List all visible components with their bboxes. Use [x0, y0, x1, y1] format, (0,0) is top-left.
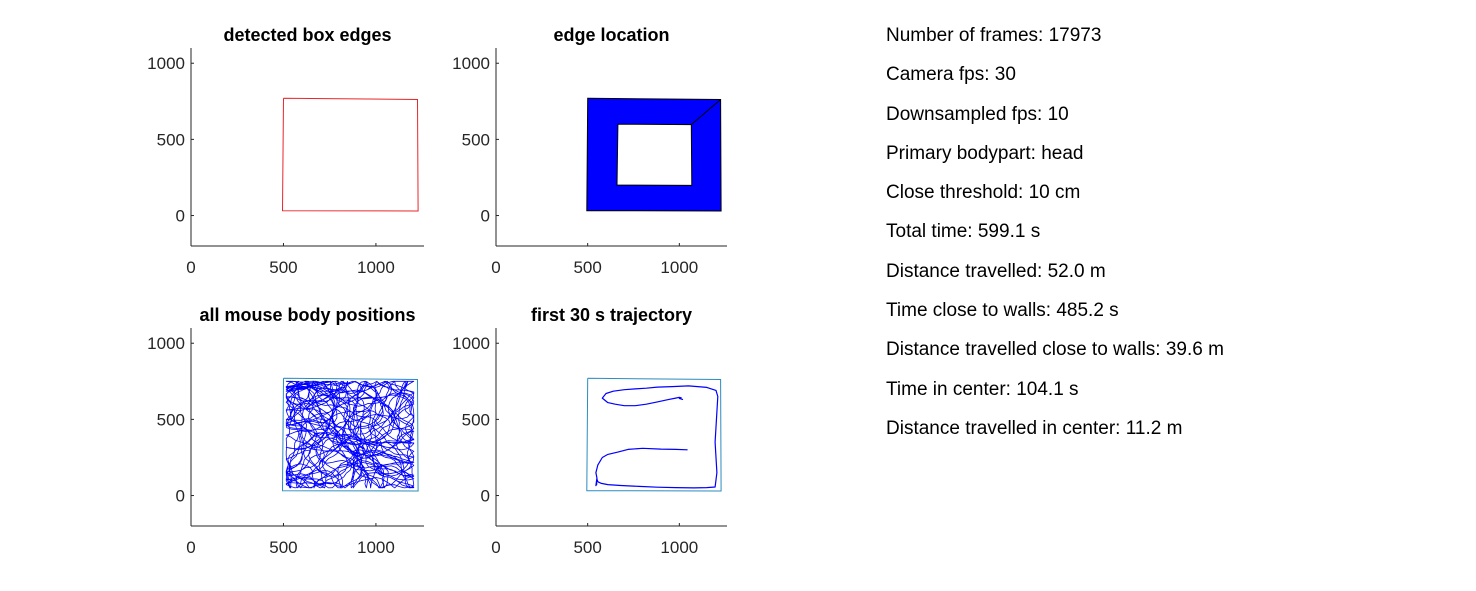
x-tick-label: 500: [269, 258, 297, 277]
y-tick-label: 0: [176, 487, 185, 506]
y-tick-label: 500: [462, 130, 490, 149]
stat-distance: Distance travelled: 52.0 m: [886, 260, 1106, 282]
body-positions-trace: [285, 380, 415, 489]
panel-title: edge location: [553, 25, 669, 45]
x-tick-label: 1000: [660, 258, 698, 277]
stat-bodypart: Primary bodypart: head: [886, 142, 1084, 164]
box-edge-line: [281, 97, 419, 212]
y-tick-label: 0: [176, 207, 185, 226]
x-tick-label: 500: [573, 258, 601, 277]
panel-all-body-positions: 0 500 1000 0 500 1000 all mouse body positions: [147, 305, 424, 557]
y-tick-label: 0: [481, 207, 490, 226]
x-tick-label: 0: [491, 258, 500, 277]
stat-distance-center: Distance travelled in center: 11.2 m: [886, 417, 1183, 439]
x-tick-label: 1000: [357, 538, 395, 557]
y-tick-label: 500: [462, 410, 490, 429]
stat-downsampled-fps: Downsampled fps: 10: [886, 103, 1069, 125]
x-tick-label: 500: [269, 538, 297, 557]
y-tick-label: 1000: [147, 334, 185, 353]
stat-frames: Number of frames: 17973: [886, 25, 1102, 46]
panel-title: first 30 s trajectory: [531, 305, 692, 325]
figure: 0 500 1000 0 500 1000 detected box edges 0 500 1…: [147, 25, 727, 557]
x-tick-label: 1000: [660, 538, 698, 557]
x-tick-label: 500: [573, 538, 601, 557]
panel-first-30s-trajectory: 0 500 1000 0 500 1000 first 30 s trajectory: [452, 305, 727, 557]
trajectory-trace: [595, 385, 719, 489]
x-tick-label: 0: [186, 258, 195, 277]
x-tick-label: 0: [186, 538, 195, 557]
edge-corner-line: [690, 99, 721, 125]
panel-edge-location: 0 500 1000 0 500 1000 edge location: [452, 25, 727, 277]
y-tick-label: 1000: [452, 54, 490, 73]
panel-title: detected box edges: [223, 25, 391, 45]
stat-camera-fps: Camera fps: 30: [886, 64, 1016, 86]
y-tick-label: 0: [481, 487, 490, 506]
x-tick-label: 1000: [357, 258, 395, 277]
y-tick-label: 1000: [452, 334, 490, 353]
stat-time-center: Time in center: 104.1 s: [886, 378, 1079, 400]
box-outline: [586, 377, 722, 492]
x-tick-label: 0: [491, 538, 500, 557]
stats-list: Number of frames: 17973 Camera fps: 30 D…: [886, 16, 1224, 448]
stat-total-time: Total time: 599.1 s: [886, 221, 1041, 243]
edge-region: [586, 97, 722, 212]
stat-time-walls: Time close to walls: 485.2 s: [886, 300, 1119, 322]
y-tick-label: 1000: [147, 54, 185, 73]
stat-close-threshold: Close threshold: 10 cm: [886, 182, 1081, 204]
y-tick-label: 500: [157, 130, 185, 149]
y-tick-label: 500: [157, 410, 185, 429]
box-outline: [281, 377, 419, 492]
panel-title: all mouse body positions: [199, 305, 415, 325]
stat-distance-walls: Distance travelled close to walls: 39.6 …: [886, 339, 1224, 361]
panel-detected-box-edges: 0 500 1000 0 500 1000 detected box edges: [147, 25, 424, 277]
